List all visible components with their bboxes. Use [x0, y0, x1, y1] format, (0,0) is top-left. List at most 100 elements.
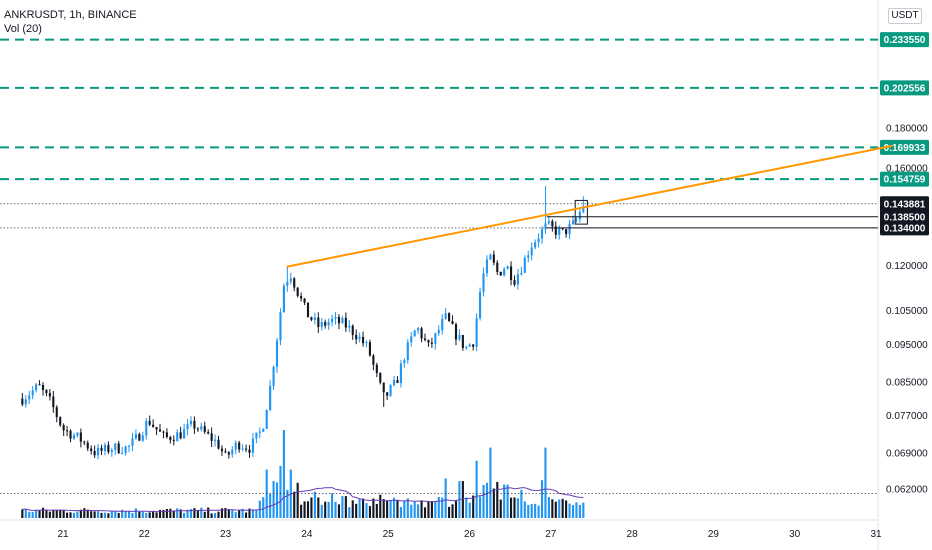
candle-body [496, 262, 499, 272]
candle-body [262, 429, 265, 432]
candle-body [300, 295, 303, 299]
candle-body [503, 269, 506, 276]
volume-bar [300, 504, 303, 518]
candle-body [38, 384, 41, 386]
candle-body [417, 328, 420, 331]
volume-bar [372, 498, 375, 518]
candle-body [165, 432, 168, 438]
volume-bar [248, 508, 251, 518]
candle-body [389, 385, 392, 396]
candle-body [348, 325, 351, 328]
candle-body [234, 442, 237, 450]
candle-body [169, 437, 172, 441]
candle-body [272, 366, 275, 386]
candle-body [485, 259, 489, 274]
candle-body [578, 211, 581, 220]
volume-bar [83, 508, 86, 518]
trendline[interactable] [286, 144, 893, 268]
volume-bar [96, 511, 100, 518]
volume-bar [420, 500, 423, 518]
candle-body [520, 272, 523, 275]
candle-body [59, 417, 62, 426]
candle-body [379, 372, 382, 383]
price-tick-label: 0.120000 [886, 261, 928, 272]
candle-body [527, 255, 530, 258]
volume-bar [234, 512, 237, 518]
price-axis[interactable]: 0.180000 0.160000 0.120000 0.105000 0.095000… [886, 123, 928, 495]
volume-bar [217, 511, 220, 518]
price-tick-label: 0.085000 [886, 378, 928, 389]
candle-body [238, 442, 241, 450]
volume-bar [582, 502, 585, 518]
volume-bar [361, 498, 365, 518]
candle-body [575, 219, 578, 221]
volume-bar [423, 507, 427, 518]
volume-bar [413, 501, 416, 518]
volume-bar [279, 465, 282, 518]
candle-body [458, 335, 461, 340]
candle-body [48, 393, 51, 397]
volume-bar [121, 509, 124, 518]
candle-body [410, 336, 413, 343]
candle-body [561, 228, 564, 230]
volume-bar [534, 503, 537, 518]
volume-bar [303, 501, 306, 518]
volume-indicator-label[interactable]: Vol (20) [4, 23, 42, 35]
volume-bar [172, 510, 175, 518]
candle-body [86, 442, 89, 449]
volume-bar [196, 510, 199, 518]
volume-bar [66, 512, 69, 518]
dashed-level-tag-bg [880, 139, 929, 155]
volume-bar [382, 499, 385, 518]
symbol-title[interactable]: ANKRUSDT, 1h, BINANCE [4, 9, 137, 21]
volume-bar [155, 512, 158, 518]
volume-bar [31, 512, 34, 518]
volume-bar [399, 507, 402, 518]
candle-body [227, 452, 230, 455]
volume-bar [479, 496, 482, 518]
volume-bar [117, 513, 120, 518]
time-tick-label: 24 [301, 529, 313, 540]
candle-body [155, 426, 158, 430]
candle-body [341, 317, 344, 324]
candle-body [444, 313, 447, 319]
candle-body [255, 432, 258, 439]
candle-body [296, 287, 299, 296]
candle-body [35, 384, 38, 391]
candle-body [251, 438, 254, 453]
volume-bar [79, 509, 82, 518]
volume-bar [227, 509, 230, 518]
candle-body [337, 317, 341, 324]
candle-body [69, 430, 72, 439]
volume-bar [158, 509, 162, 518]
volume-bar [186, 509, 189, 518]
volume-bar [114, 511, 117, 518]
volume-bar [337, 504, 341, 518]
dashed-level-tag: 0.169933 [884, 143, 926, 154]
currency-button[interactable]: USDT [888, 8, 922, 24]
volume-bar [489, 447, 492, 518]
volume-bar [176, 508, 179, 518]
candle-body [72, 435, 76, 439]
candle-body [492, 254, 495, 263]
candle-body [454, 324, 458, 340]
dashed-level-tag: 0.233550 [884, 35, 926, 46]
candle-body [258, 431, 261, 433]
time-tick-label: 28 [627, 529, 639, 540]
volume-bar [48, 511, 51, 518]
candle-body [217, 439, 220, 449]
volume-bar [482, 484, 485, 518]
candle-body [207, 431, 210, 434]
dashed-level-tag: 0.154759 [884, 175, 926, 186]
volume-bar [183, 512, 186, 518]
candle-body [152, 424, 155, 427]
trendline-path [286, 144, 893, 268]
candle-body [392, 379, 396, 386]
last-price-tag-bg [880, 196, 929, 212]
volume-bars [21, 430, 585, 518]
volume-bar [358, 498, 361, 518]
volume-bar [503, 484, 506, 518]
candle-body [138, 433, 141, 441]
time-axis[interactable]: 21 22 23 24 25 26 27 28 29 30 31 [57, 529, 882, 540]
